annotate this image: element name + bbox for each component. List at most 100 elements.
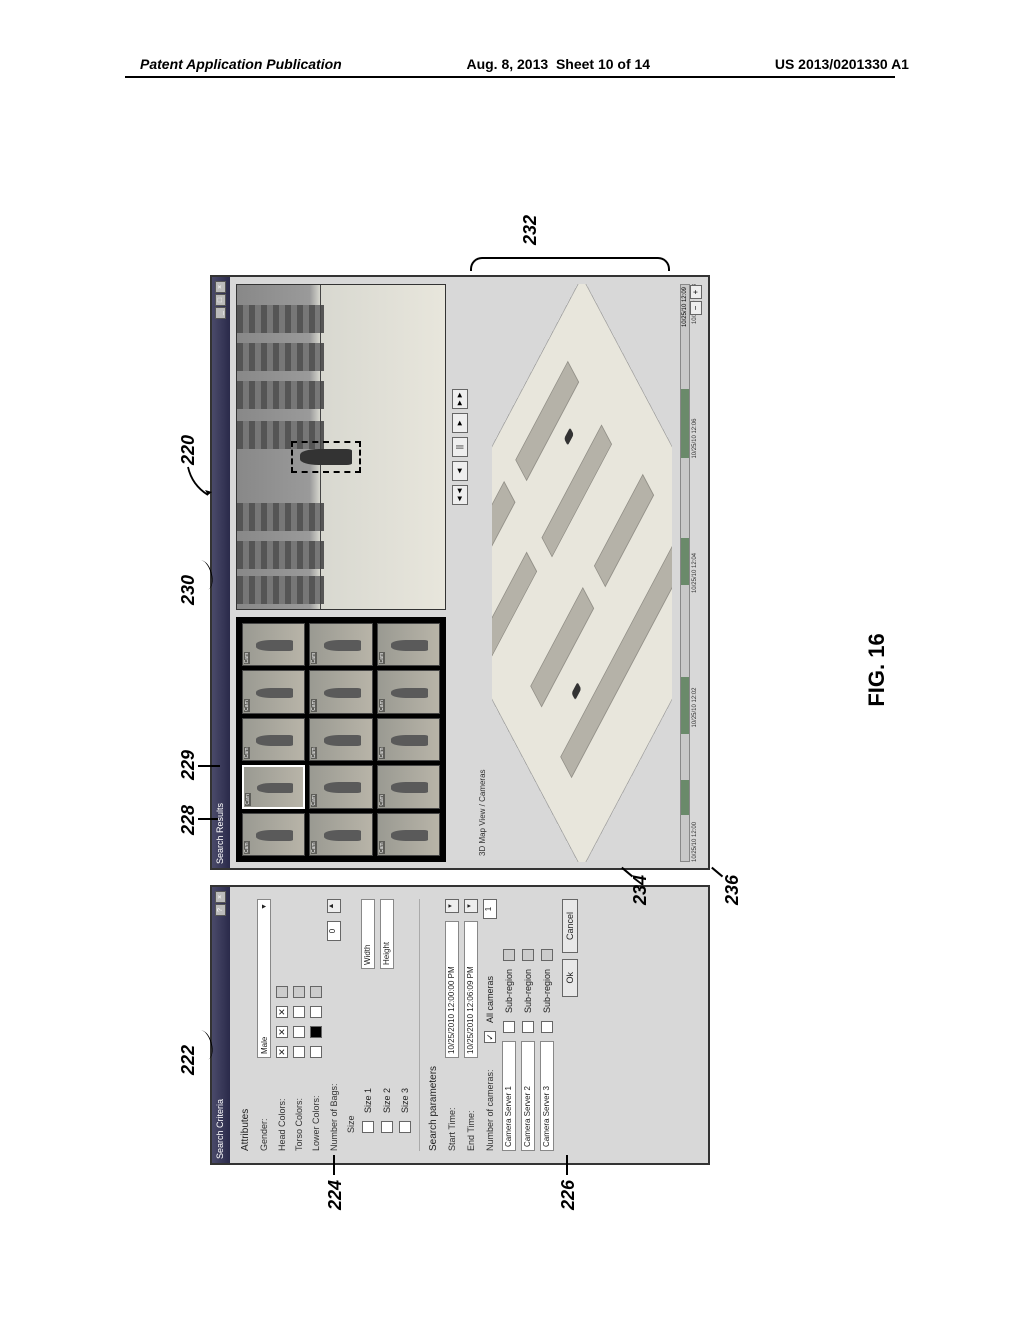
sr2-label: Sub-region <box>523 969 533 1013</box>
thumbnail[interactable] <box>309 623 372 666</box>
cam3-swatch[interactable] <box>541 949 553 961</box>
cam2-swatch[interactable] <box>522 949 534 961</box>
start-time-input[interactable]: 10/25/2010 12:00:00 PM <box>445 921 459 1058</box>
lower-cb2[interactable] <box>310 1006 322 1018</box>
ref-220-arrow <box>184 465 214 499</box>
spinner-up-icon[interactable]: ▲ <box>327 899 341 913</box>
fwd-button[interactable]: ► <box>452 413 468 433</box>
criteria-title: Search Criteria <box>215 1099 227 1159</box>
torso-cb3[interactable] <box>293 1006 305 1018</box>
numcam-spin[interactable]: 1 <box>483 899 497 919</box>
cam2-input[interactable]: Camera Server 2 <box>521 1041 535 1151</box>
criteria-body: Attributes Gender: Male▼ Head Colors: ✕ … <box>230 887 588 1163</box>
ref-224: 224 <box>325 1180 346 1210</box>
head-cb2[interactable]: ✕ <box>276 1026 288 1038</box>
thumbnail[interactable] <box>309 813 372 856</box>
s1-cb[interactable] <box>362 1121 374 1133</box>
criteria-titlebar: Search Criteria ? × <box>212 887 230 1163</box>
torso-colors-label: Torso Colors: <box>294 1066 304 1151</box>
thumbnail[interactable] <box>309 670 372 713</box>
head-colors-label: Head Colors: <box>277 1066 287 1151</box>
torso-cb1[interactable] <box>293 1046 305 1058</box>
torso-cb2[interactable] <box>293 1026 305 1038</box>
cam3-input[interactable]: Camera Server 3 <box>540 1041 554 1151</box>
thumbnail[interactable] <box>242 670 305 713</box>
cam1-cb[interactable] <box>503 1021 515 1033</box>
timeline-track[interactable] <box>680 284 690 862</box>
close-icon[interactable]: × <box>215 281 226 293</box>
torso-swatch[interactable] <box>293 986 305 998</box>
end-time-input[interactable]: 10/25/2010 12:06:09 PM <box>464 921 478 1058</box>
cam1-input[interactable]: Camera Server 1 <box>502 1041 516 1151</box>
help-icon[interactable]: ? <box>215 904 226 916</box>
ref-234: 234 <box>630 875 651 905</box>
s3-cb[interactable] <box>399 1121 411 1133</box>
ref-222: 222 <box>178 1045 199 1075</box>
thumbnail[interactable] <box>377 623 440 666</box>
camera-icon <box>572 682 582 700</box>
ok-button[interactable]: Ok <box>562 959 578 997</box>
lower-swatch1[interactable] <box>310 1026 322 1038</box>
thumbnail[interactable] <box>242 718 305 761</box>
allcam-cb[interactable]: ✓ <box>484 1031 496 1043</box>
cam3-cb[interactable] <box>541 1021 553 1033</box>
s2-height[interactable]: Height <box>380 899 394 969</box>
publication-number: US 2013/0201330 A1 <box>775 56 909 72</box>
thumbnail[interactable] <box>377 670 440 713</box>
lead-229 <box>198 766 220 768</box>
head-cb3[interactable]: ✕ <box>276 1006 288 1018</box>
page-header: Patent Application Publication Aug. 8, 2… <box>0 56 1024 72</box>
thumbnail[interactable] <box>242 813 305 856</box>
tl-tick: 10/25/10 12:06 <box>692 419 698 459</box>
results-body: ◄◄ ◄ || ► ►► 3D Map View / Cameras <box>230 277 708 868</box>
zoom-in-button[interactable]: + <box>690 285 702 299</box>
head-colors-row: Head Colors: ✕ ✕ ✕ <box>276 899 288 1151</box>
gender-dropdown[interactable]: Male▼ <box>257 899 271 1058</box>
pause-button[interactable]: || <box>452 437 468 457</box>
size-label: Size <box>346 1048 356 1133</box>
head-swatch[interactable] <box>276 986 288 998</box>
prev-button[interactable]: ◄◄ <box>452 485 468 505</box>
thumbnail-selected[interactable] <box>242 765 305 808</box>
close-icon[interactable]: × <box>215 891 226 903</box>
tl-tick: 10/25/10 12:00 <box>692 822 698 862</box>
cam2-cb[interactable] <box>522 1021 534 1033</box>
camera-icon <box>564 427 574 445</box>
minimize-icon[interactable]: _ <box>215 307 226 319</box>
thumbnail[interactable] <box>242 623 305 666</box>
zoom-out-button[interactable]: − <box>690 301 702 315</box>
timeline[interactable]: 10/25/10 12:00 10/25/10 12:02 10/25/10 1… <box>678 284 708 862</box>
s1-width[interactable]: Width <box>361 899 375 969</box>
lower-swatch2[interactable] <box>310 986 322 998</box>
bags-spinner[interactable]: 0 <box>327 921 341 941</box>
thumbnail[interactable] <box>309 765 372 808</box>
thumbnail[interactable] <box>377 765 440 808</box>
next-button[interactable]: ►► <box>452 389 468 409</box>
playback-controls: ◄◄ ◄ || ► ►► <box>452 284 470 610</box>
s3-label: Size 3 <box>400 1088 410 1113</box>
s1-row: Size 1 Width <box>361 899 375 1133</box>
s3-row: Size 3 <box>399 899 411 1133</box>
maximize-icon[interactable]: □ <box>215 294 226 306</box>
iso-floor <box>492 284 672 862</box>
cam1-swatch[interactable] <box>503 949 515 961</box>
back-button[interactable]: ◄ <box>452 461 468 481</box>
ref-220: 220 <box>178 435 199 465</box>
thumbnail[interactable] <box>309 718 372 761</box>
figure-container: Search Criteria ? × Attributes Gender: M… <box>130 170 890 1170</box>
video-scene <box>237 285 445 609</box>
calendar-icon[interactable]: ▾ <box>464 899 478 913</box>
s2-label: Size 2 <box>382 1088 392 1113</box>
map-panel[interactable] <box>492 284 672 862</box>
cancel-button[interactable]: Cancel <box>562 899 578 953</box>
thumbnail[interactable] <box>377 718 440 761</box>
video-panel[interactable] <box>236 284 446 610</box>
thumbnail[interactable] <box>377 813 440 856</box>
lower-cb1[interactable] <box>310 1046 322 1058</box>
s2-cb[interactable] <box>381 1121 393 1133</box>
ref-236: 236 <box>722 875 743 905</box>
numcam-row: Number of cameras: ✓ All cameras 1 <box>483 899 497 1151</box>
search-params-section: Search parameters <box>428 899 439 1151</box>
head-cb1[interactable]: ✕ <box>276 1046 288 1058</box>
calendar-icon[interactable]: ▾ <box>445 899 459 913</box>
